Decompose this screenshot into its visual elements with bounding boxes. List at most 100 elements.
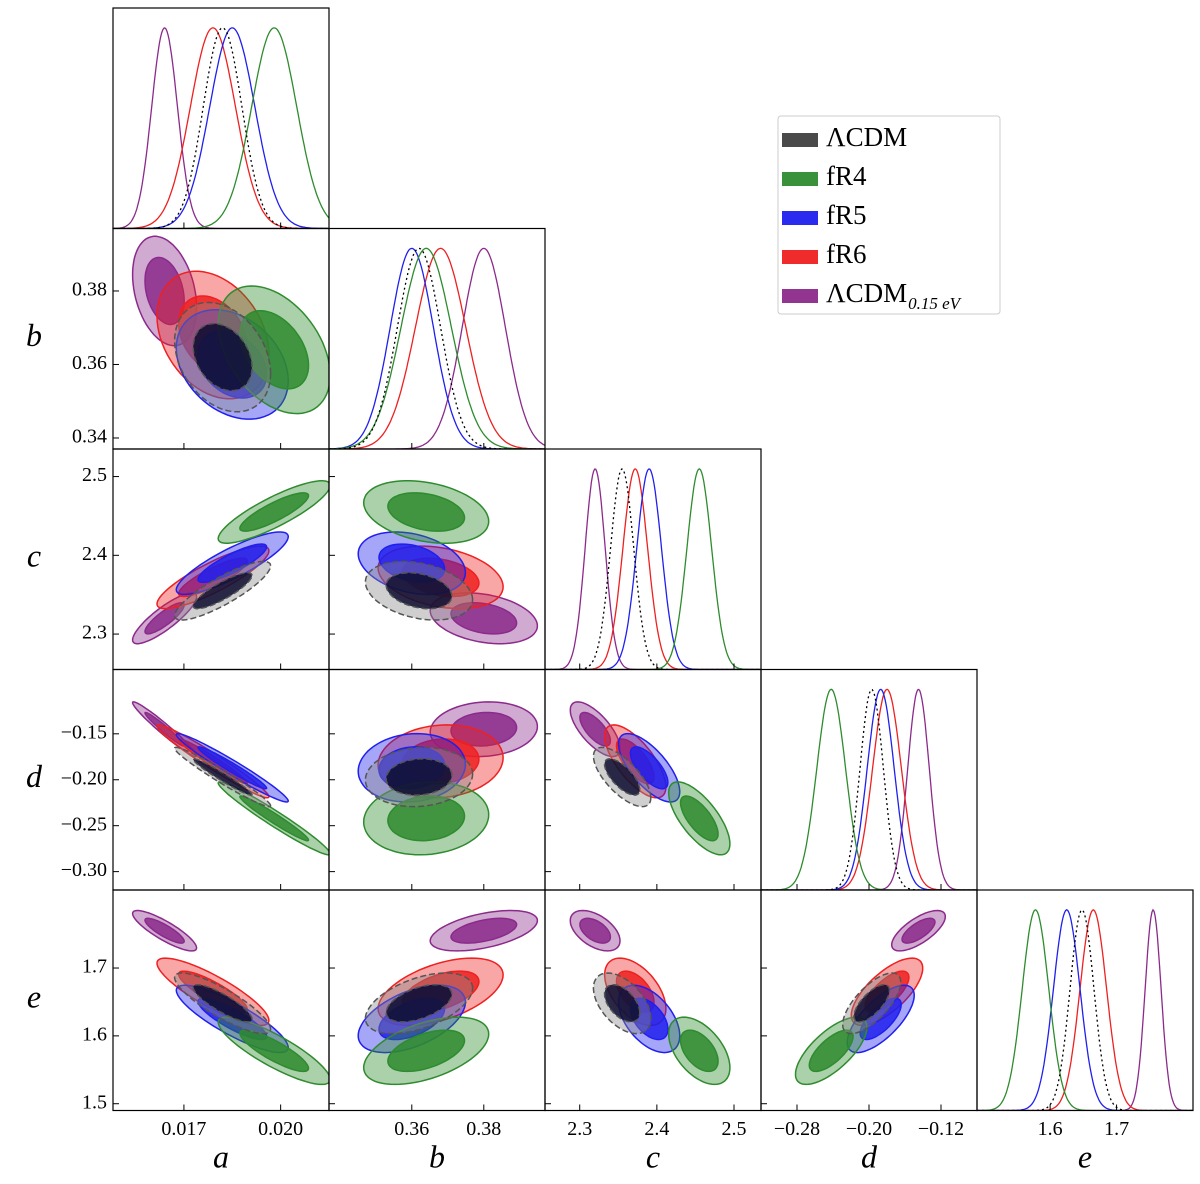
marginal-curve	[545, 468, 761, 670]
y-tick-label: −0.15	[61, 721, 107, 743]
legend-box	[777, 115, 1001, 315]
contour	[239, 795, 310, 842]
x-tick-label: 2.4	[644, 1118, 669, 1140]
contour	[901, 917, 936, 944]
x-tick-label: −0.20	[846, 1118, 892, 1140]
y-tick-label: 2.5	[82, 464, 107, 486]
x-tick-label: 0.020	[258, 1118, 303, 1140]
contour	[239, 1029, 310, 1073]
x-tick-label: 0.36	[394, 1118, 429, 1140]
panel	[113, 27, 329, 229]
contour	[239, 492, 310, 532]
x-tick-label: 0.38	[466, 1118, 501, 1140]
y-tick-label: 0.36	[72, 352, 107, 374]
y-axis-label: d	[26, 758, 43, 794]
contour	[853, 983, 891, 1023]
panel	[357, 480, 539, 645]
contour	[192, 322, 253, 392]
y-tick-label: 2.4	[82, 543, 107, 565]
marginal-curve	[545, 468, 761, 670]
marginal-curve	[977, 909, 1193, 1111]
marginal-curve	[545, 468, 761, 670]
panel	[545, 468, 761, 670]
contour	[450, 917, 518, 944]
x-tick-label: 1.6	[1038, 1118, 1063, 1140]
contour	[387, 795, 466, 842]
panel-frame	[328, 227, 546, 450]
panel	[131, 701, 329, 856]
marginal-curve	[113, 27, 329, 229]
contour	[679, 795, 719, 842]
x-tick-label: −0.12	[918, 1118, 964, 1140]
x-tick-label: −0.28	[774, 1118, 820, 1140]
contour	[144, 602, 185, 635]
contour	[450, 602, 518, 635]
panel-frame	[760, 668, 978, 891]
x-axis-label: a	[213, 1138, 229, 1174]
panel	[977, 908, 1193, 1111]
y-tick-label: 0.38	[72, 279, 107, 301]
contour	[192, 572, 253, 610]
contour	[197, 746, 268, 790]
panel	[569, 701, 731, 856]
legend-swatch	[782, 250, 818, 264]
y-tick-label: −0.20	[61, 767, 107, 789]
marginal-curve	[761, 688, 977, 890]
contour	[144, 711, 185, 747]
marginal-curve	[329, 247, 545, 449]
x-tick-label: 1.7	[1104, 1118, 1129, 1140]
y-tick-label: 1.5	[82, 1091, 107, 1113]
y-tick-label: −0.25	[61, 813, 107, 835]
panel	[357, 909, 539, 1086]
x-tick-label: 2.3	[567, 1118, 592, 1140]
legend-label: ΛCDM	[826, 122, 907, 152]
contour	[679, 1029, 719, 1073]
contour	[859, 997, 902, 1041]
x-axis-label: e	[1078, 1138, 1092, 1174]
y-tick-label: −0.30	[61, 859, 107, 881]
marginal-curve	[761, 688, 977, 890]
x-axis-label: d	[861, 1138, 878, 1174]
y-axis-label: c	[27, 538, 41, 574]
panel-frame	[544, 448, 762, 671]
legend-swatch	[782, 172, 818, 186]
marginal-curve	[113, 27, 329, 229]
marginal-curve	[761, 688, 977, 890]
contour	[579, 917, 612, 944]
y-axis-label: b	[26, 317, 42, 353]
marginal-curve	[113, 27, 329, 229]
y-tick-label: 1.6	[82, 1023, 107, 1045]
panel	[357, 701, 539, 856]
contour	[387, 1029, 466, 1073]
marginal-curve	[977, 909, 1193, 1111]
panel-frame	[976, 889, 1194, 1112]
panel	[131, 909, 329, 1086]
marginal-curve	[977, 909, 1193, 1111]
y-tick-label: 1.7	[82, 956, 107, 978]
legend-swatch	[782, 289, 818, 303]
panel	[131, 480, 329, 645]
contour	[450, 711, 518, 747]
contour	[385, 983, 453, 1023]
marginal-curve	[329, 247, 545, 449]
y-axis-label: e	[27, 979, 41, 1015]
contour	[385, 572, 453, 610]
legend-swatch	[782, 211, 818, 225]
contour	[144, 256, 185, 326]
panel	[761, 688, 977, 890]
contour	[239, 309, 310, 390]
panel	[329, 247, 545, 449]
legend-subscript: 0.15 eV	[908, 294, 963, 313]
legend-swatch	[782, 133, 818, 147]
marginal-curve	[977, 908, 1193, 1111]
legend-label: fR5	[826, 200, 867, 230]
contour	[192, 983, 253, 1023]
contour	[144, 917, 185, 944]
legend-label: fR4	[826, 161, 867, 191]
marginal-curve	[329, 247, 545, 449]
contour	[603, 983, 641, 1023]
legend-label: fR6	[826, 239, 867, 269]
legend-label: ΛCDM	[826, 278, 907, 308]
contour	[808, 1029, 854, 1073]
